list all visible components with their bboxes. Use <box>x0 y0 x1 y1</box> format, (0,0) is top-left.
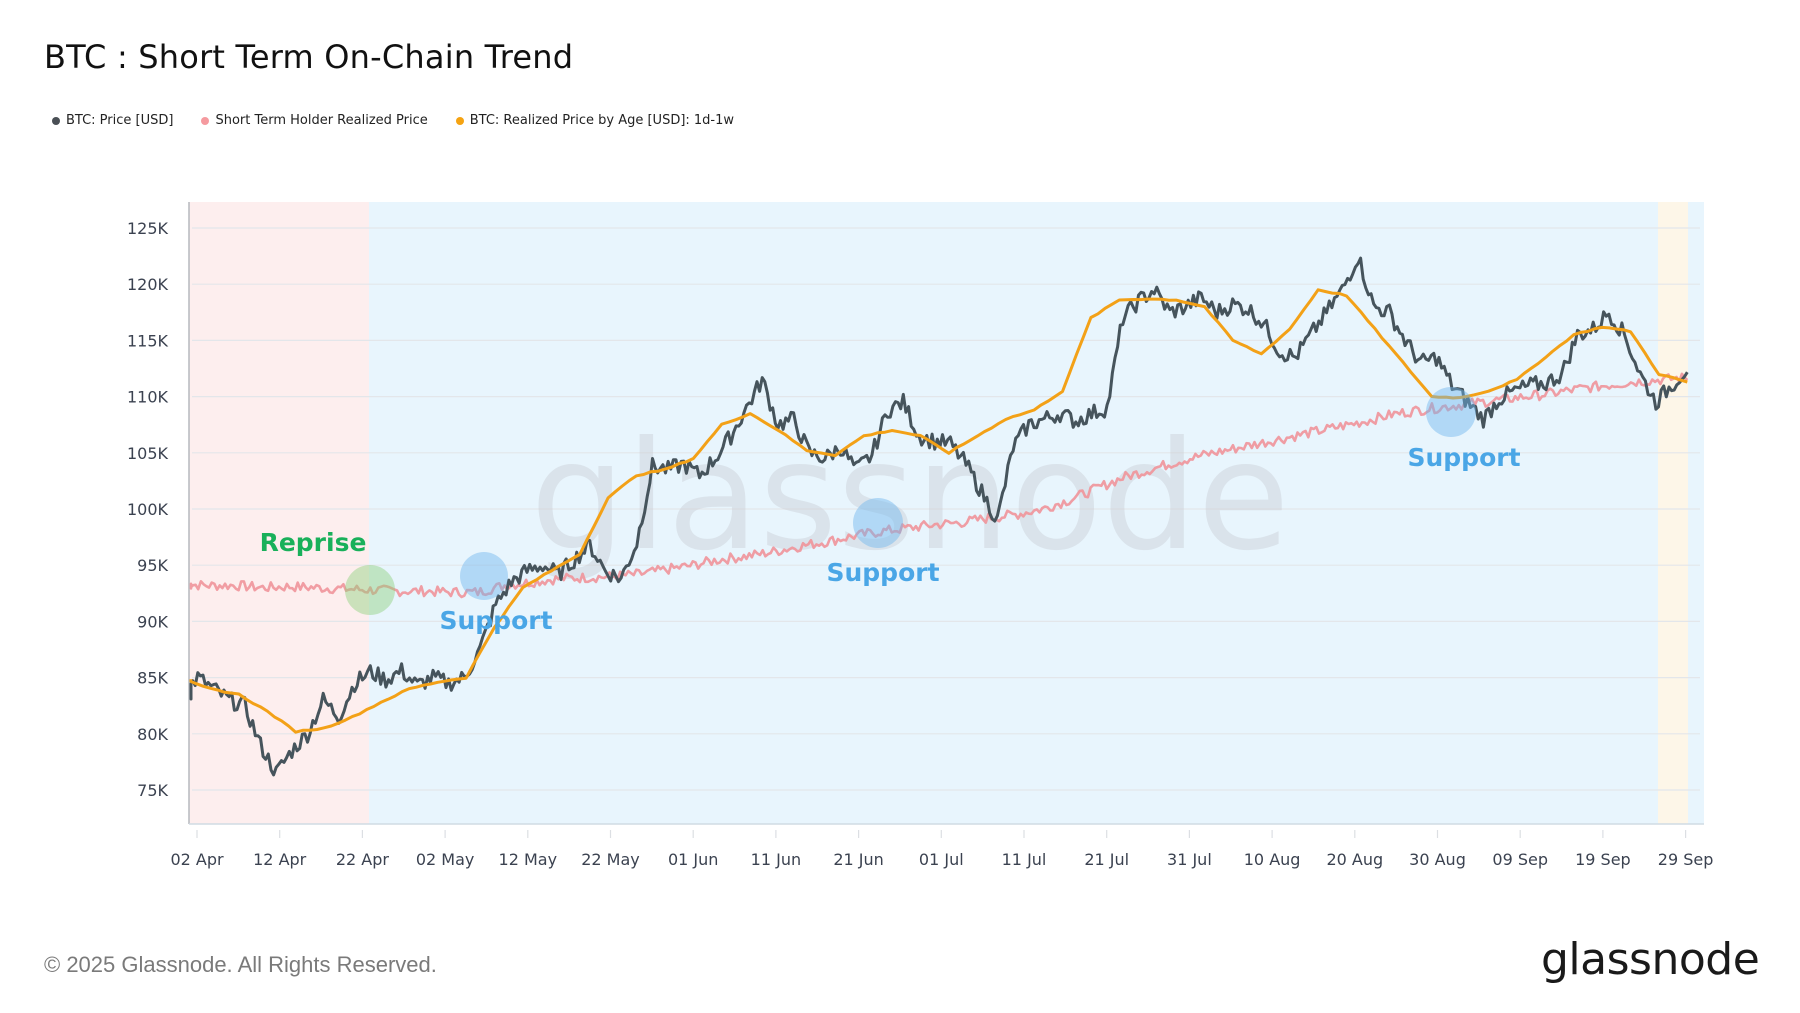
svg-text:31 Jul: 31 Jul <box>1167 850 1212 869</box>
svg-text:80K: 80K <box>137 725 168 744</box>
legend-dot-icon <box>455 116 464 125</box>
svg-text:21 Jun: 21 Jun <box>833 850 883 869</box>
svg-text:12 May: 12 May <box>499 850 558 869</box>
svg-text:30 Aug: 30 Aug <box>1409 850 1466 869</box>
series-lines <box>189 256 1689 777</box>
svg-text:75K: 75K <box>137 781 168 800</box>
svg-text:90K: 90K <box>137 612 168 631</box>
chart-plot[interactable]: glassnode 75K 80K 85K 90K 95K 100K 105K 110K 115… <box>0 0 1800 930</box>
annotation-reprise: Reprise <box>259 528 367 557</box>
svg-text:22 May: 22 May <box>581 850 640 869</box>
legend-item-price[interactable]: BTC: Price [USD] <box>52 113 173 128</box>
legend-item-sth-realized[interactable]: Short Term Holder Realized Price <box>201 113 428 128</box>
svg-text:10 Aug: 10 Aug <box>1244 850 1301 869</box>
glassnode-logo[interactable]: glassnode <box>1541 934 1760 985</box>
svg-text:29 Sep: 29 Sep <box>1658 850 1714 869</box>
page-title: BTC : Short Term On-Chain Trend <box>44 38 574 76</box>
svg-text:02 May: 02 May <box>416 850 475 869</box>
legend-label: Short Term Holder Realized Price <box>215 113 428 128</box>
legend-item-realized-1d1w[interactable]: BTC: Realized Price by Age [USD]: 1d-1w <box>455 113 735 128</box>
svg-text:19 Sep: 19 Sep <box>1575 850 1631 869</box>
svg-text:22 Apr: 22 Apr <box>336 850 390 869</box>
svg-text:21 Jul: 21 Jul <box>1084 850 1129 869</box>
legend-label: BTC: Realized Price by Age [USD]: 1d-1w <box>469 113 735 128</box>
svg-text:125K: 125K <box>127 219 169 238</box>
annotation-circles <box>345 387 1476 615</box>
svg-text:85K: 85K <box>137 669 168 688</box>
svg-text:105K: 105K <box>127 444 169 463</box>
svg-text:95K: 95K <box>137 556 168 575</box>
annotation-support-jun: Support <box>826 558 940 587</box>
legend-label: BTC: Price [USD] <box>66 113 174 128</box>
svg-text:20 Aug: 20 Aug <box>1326 850 1383 869</box>
annotation-support-may: Support <box>439 606 553 635</box>
svg-text:110K: 110K <box>127 388 169 407</box>
legend-dot-icon <box>52 116 60 125</box>
svg-text:11 Jul: 11 Jul <box>1002 850 1047 869</box>
svg-text:01 Jun: 01 Jun <box>668 850 718 869</box>
x-axis: 02 Apr 12 Apr 22 Apr 02 May 12 May 22 May 01 J… <box>170 830 1714 869</box>
legend-dot-icon <box>201 116 210 125</box>
svg-text:115K: 115K <box>127 331 169 350</box>
y-axis: 75K 80K 85K 90K 95K 100K 105K 110K 115K 120K 125K <box>127 202 1704 825</box>
svg-text:120K: 120K <box>127 275 169 294</box>
watermark: glassnode <box>530 410 1289 584</box>
svg-text:11 Jun: 11 Jun <box>751 850 801 869</box>
svg-text:02 Apr: 02 Apr <box>170 850 224 869</box>
copyright-text: © 2025 Glassnode. All Rights Reserved. <box>44 952 437 977</box>
chart-legend: BTC: Price [USD] Short Term Holder Reali… <box>52 113 734 128</box>
annotation-support-aug: Support <box>1407 443 1521 472</box>
svg-text:100K: 100K <box>127 500 169 519</box>
svg-text:01 Jul: 01 Jul <box>919 850 964 869</box>
svg-text:12 Apr: 12 Apr <box>253 850 307 869</box>
svg-text:09 Sep: 09 Sep <box>1492 850 1548 869</box>
